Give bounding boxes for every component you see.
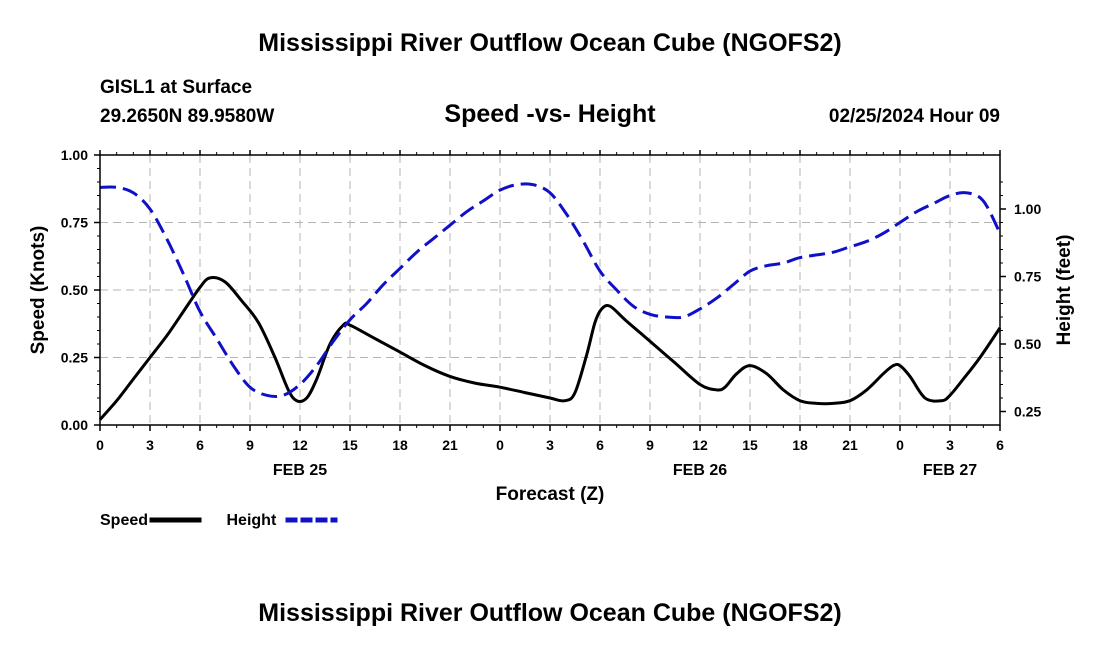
x-tick-label: 15 (342, 437, 358, 453)
chart-title: Speed -vs- Height (444, 100, 656, 128)
x-tick-label: 3 (946, 437, 954, 453)
x-tick-label: 21 (842, 437, 858, 453)
y2-tick-label: 0.75 (1014, 269, 1041, 285)
y2-tick-label: 0.50 (1014, 336, 1041, 352)
x-tick-label: 3 (546, 437, 554, 453)
series-layer (98, 182, 1002, 421)
x-tick-label: 9 (646, 437, 654, 453)
axis-layer: 0 3 6 9 12 15 18 21 0 3 6 9 12 15 18 21 0 3 6 0.00 0.25 0.50 0… (61, 147, 1042, 479)
y-tick-label: 0.50 (61, 282, 88, 298)
y-tick-label: 0.00 (61, 417, 88, 433)
x-tick-label: 12 (692, 437, 708, 453)
page-title: Mississippi River Outflow Ocean Cube (NG… (258, 29, 842, 57)
station-coordinates: 29.2650N 89.9580W (100, 106, 275, 127)
forecast-date: 02/25/2024 Hour 09 (828, 106, 1000, 127)
date-label: FEB 25 (273, 462, 327, 479)
station-name: GISL1 at Surface (100, 77, 253, 98)
series-line-speed (98, 276, 1002, 421)
series-line-height (99, 182, 1002, 398)
x-tick-label: 0 (496, 437, 504, 453)
x-tick-label: 18 (792, 437, 808, 453)
y-tick-label: 0.75 (61, 215, 88, 231)
x-tick-label: 18 (392, 437, 408, 453)
date-label: FEB 26 (673, 462, 727, 479)
grid-layer (100, 155, 1000, 425)
x-tick-label: 6 (196, 437, 204, 453)
y2-tick-label: 0.25 (1014, 404, 1041, 420)
y-tick-label: 0.25 (61, 350, 88, 366)
x-tick-label: 15 (742, 437, 758, 453)
x-tick-label: 0 (96, 437, 104, 453)
x-tick-label: 21 (442, 437, 458, 453)
legend-label-speed: Speed (100, 512, 148, 529)
legend: Speed Height (100, 512, 338, 529)
x-tick-label: 6 (596, 437, 604, 453)
legend-label-height: Height (227, 512, 277, 529)
y-tick-label: 1.00 (61, 147, 88, 163)
y-axis-label: Speed (Knots) (28, 226, 49, 355)
x-axis-label: Forecast (Z) (496, 484, 605, 505)
x-tick-label: 0 (896, 437, 904, 453)
y2-axis-label: Height (feet) (1054, 235, 1075, 346)
footer-title: Mississippi River Outflow Ocean Cube (NG… (258, 599, 842, 627)
x-tick-label: 12 (292, 437, 308, 453)
date-label: FEB 27 (923, 462, 977, 479)
x-tick-label: 9 (246, 437, 254, 453)
x-tick-label: 6 (996, 437, 1004, 453)
x-tick-label: 3 (146, 437, 154, 453)
y2-tick-label: 1.00 (1014, 201, 1041, 217)
